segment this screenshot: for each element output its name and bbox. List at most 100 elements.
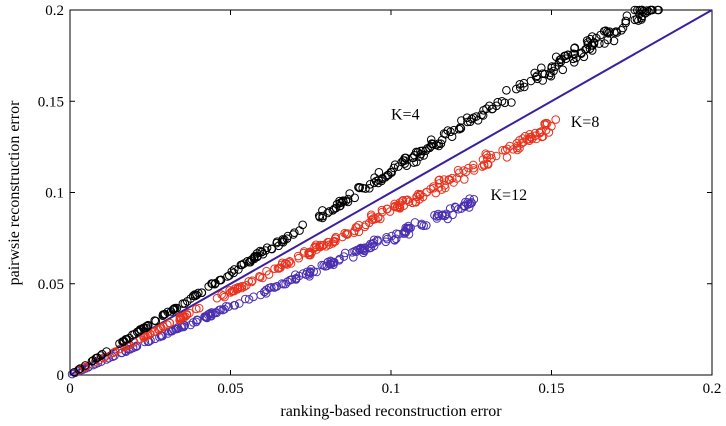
data-point [207, 279, 216, 288]
data-point [230, 284, 240, 293]
data-point [385, 207, 395, 216]
x-tick-label: 0 [66, 381, 74, 397]
data-point [350, 193, 360, 203]
data-point [290, 228, 299, 237]
data-point [272, 282, 282, 291]
data-point [242, 281, 251, 290]
data-point [190, 290, 199, 299]
data-point [315, 212, 325, 222]
data-point [587, 32, 597, 41]
data-point [399, 227, 409, 237]
data-point [352, 245, 362, 255]
data-point [230, 265, 239, 274]
data-point [570, 43, 580, 53]
data-point [81, 361, 90, 370]
data-point [119, 336, 129, 346]
data-point [520, 82, 529, 92]
data-point [135, 325, 145, 334]
data-point [365, 184, 374, 193]
data-point [115, 339, 124, 348]
data-point [167, 326, 177, 336]
data-point [563, 50, 573, 60]
data-point [159, 322, 168, 331]
x-tick-label: 0.15 [538, 381, 564, 397]
data-point [404, 197, 414, 206]
data-point [417, 219, 427, 229]
data-point [486, 150, 496, 160]
data-point [488, 104, 497, 114]
data-point [264, 270, 274, 279]
data-point [434, 141, 444, 151]
data-point [235, 299, 244, 308]
data-point [341, 196, 351, 206]
data-point [277, 237, 287, 246]
data-point [525, 130, 534, 139]
data-point [93, 353, 102, 363]
data-point [237, 283, 246, 293]
data-point [556, 54, 566, 64]
data-point [450, 202, 460, 212]
data-point [439, 175, 449, 184]
data-point [249, 292, 258, 302]
data-point [298, 220, 308, 230]
data-point [459, 166, 468, 175]
data-point [365, 180, 375, 189]
data-point [328, 206, 338, 215]
data-point [469, 160, 478, 170]
data-point [326, 257, 336, 267]
data-point [467, 114, 477, 124]
data-point [291, 270, 300, 280]
data-point [262, 243, 272, 252]
data-point [202, 312, 211, 321]
data-point [500, 146, 510, 155]
data-point [454, 168, 464, 178]
data-point [609, 28, 619, 37]
data-points [67, 5, 663, 379]
series-k-8 [74, 115, 561, 375]
data-point [247, 255, 257, 264]
data-point [258, 249, 268, 259]
data-point [445, 204, 455, 213]
data-point [182, 310, 192, 320]
data-point [515, 143, 524, 153]
data-point [163, 320, 172, 330]
data-point [312, 267, 321, 277]
data-point [384, 170, 393, 180]
data-point [179, 321, 189, 331]
data-point [465, 199, 475, 208]
data-point [537, 132, 547, 142]
data-point [398, 196, 407, 206]
x-tick-label: 0.1 [382, 381, 401, 397]
data-point [267, 244, 277, 254]
data-point [315, 242, 325, 252]
data-point [630, 5, 640, 15]
data-point [102, 347, 111, 356]
data-point [441, 183, 450, 193]
data-point [361, 184, 370, 193]
data-point [211, 308, 220, 317]
data-point [503, 144, 512, 154]
data-point [487, 154, 496, 163]
data-point [439, 129, 449, 138]
data-point [582, 44, 592, 54]
data-point [192, 315, 202, 325]
data-point [630, 15, 640, 25]
data-point [175, 315, 184, 325]
data-point [469, 163, 478, 173]
data-point [530, 68, 540, 78]
data-point [345, 189, 355, 198]
data-point [67, 369, 77, 379]
data-point [532, 71, 542, 81]
data-point [609, 36, 619, 46]
data-point [354, 220, 364, 230]
data-point [395, 198, 405, 207]
data-point [481, 149, 491, 158]
y-tick-label: 0.1 [45, 186, 64, 202]
data-point [377, 205, 387, 215]
data-point [270, 264, 279, 274]
data-point [586, 34, 595, 44]
data-point [272, 238, 282, 248]
data-point [359, 246, 369, 255]
data-point [225, 271, 234, 280]
data-point [183, 297, 192, 306]
